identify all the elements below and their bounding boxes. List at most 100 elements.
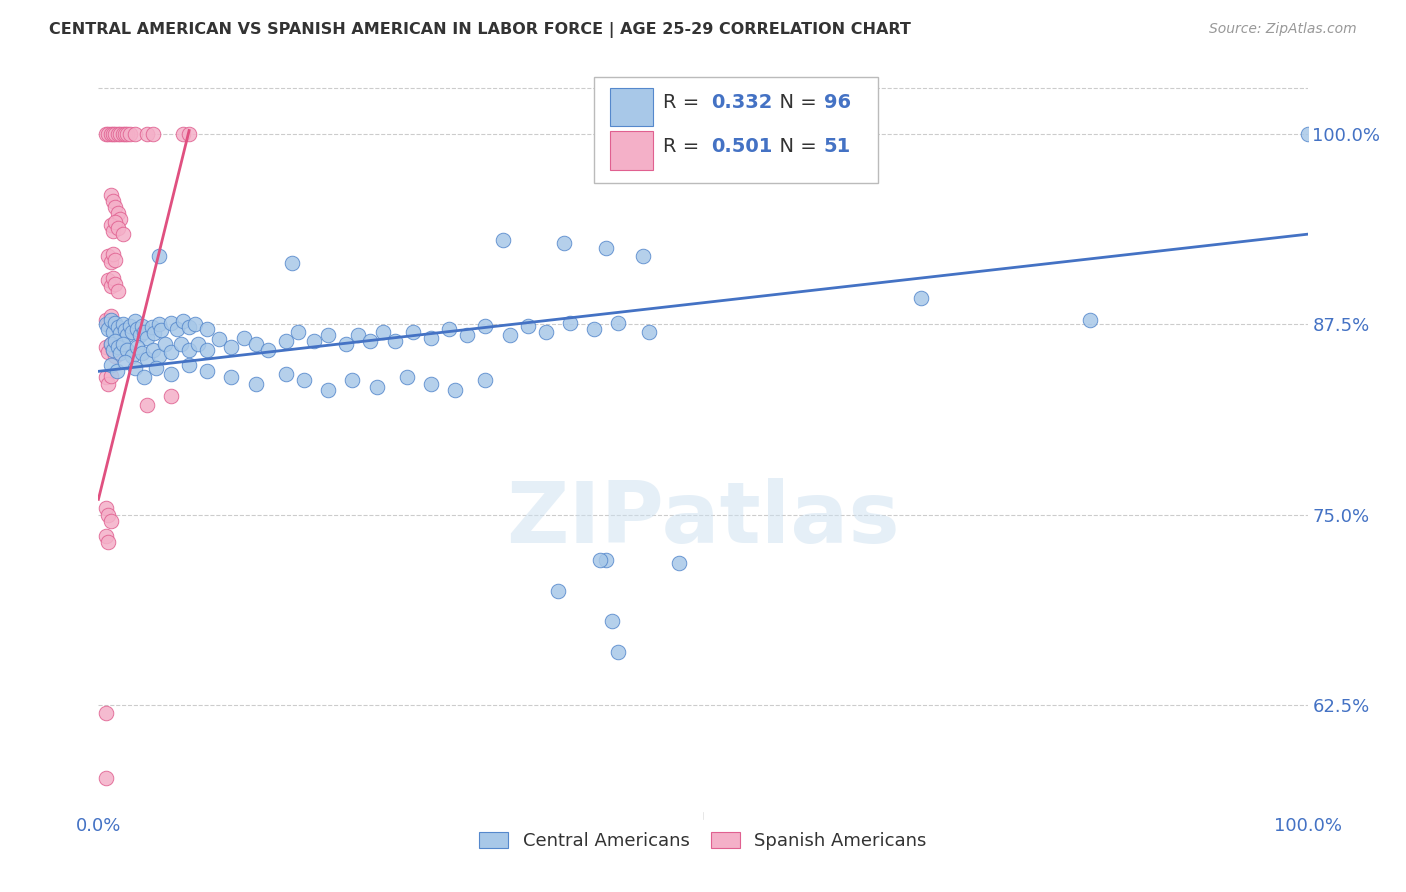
Point [172, 127, 194, 141]
Point [97, 248, 120, 262]
Point [595, 241, 617, 255]
Point [169, 337, 191, 351]
Point [97, 127, 120, 141]
Point [179, 127, 201, 141]
Point [316, 327, 339, 342]
Point [114, 127, 136, 141]
Point [100, 310, 122, 324]
Text: N =: N = [768, 94, 823, 112]
Point [179, 358, 201, 372]
Point [148, 317, 170, 331]
Point [104, 127, 127, 141]
Point [360, 334, 382, 348]
Point [101, 194, 124, 208]
Point [118, 318, 141, 333]
Point [347, 327, 370, 342]
Point [150, 323, 173, 337]
Point [107, 221, 129, 235]
Point [558, 316, 581, 330]
Point [124, 361, 146, 376]
Point [553, 236, 575, 251]
Point [384, 334, 406, 348]
Point [108, 820, 131, 834]
Point [135, 398, 157, 412]
Point [94, 340, 117, 354]
Text: Source: ZipAtlas.com: Source: ZipAtlas.com [1209, 22, 1357, 37]
Point [104, 334, 127, 348]
Point [474, 374, 496, 388]
Point [208, 332, 231, 346]
Point [100, 337, 122, 351]
Point [107, 321, 129, 335]
Point [97, 344, 120, 359]
Point [221, 340, 243, 354]
Point [444, 383, 467, 397]
Point [101, 343, 124, 357]
Point [281, 256, 304, 270]
Point [366, 379, 388, 393]
Point [135, 331, 157, 345]
Point [94, 771, 117, 785]
Point [232, 331, 254, 345]
Point [100, 279, 122, 293]
Point [107, 206, 129, 220]
Point [184, 317, 207, 331]
Point [107, 320, 129, 334]
Point [135, 352, 157, 367]
Point [245, 337, 267, 351]
Point [371, 325, 394, 339]
Point [97, 321, 120, 335]
Point [101, 247, 124, 261]
Point [143, 326, 166, 341]
Point [274, 368, 297, 382]
Point [516, 318, 538, 333]
Point [114, 355, 136, 369]
Point [474, 318, 496, 333]
Point [148, 349, 170, 363]
Point [107, 127, 129, 141]
Point [492, 233, 515, 247]
Point [100, 368, 122, 383]
Point [583, 321, 606, 335]
Point [111, 317, 134, 331]
Text: ZIPatlas: ZIPatlas [506, 477, 900, 561]
Point [97, 508, 120, 522]
Point [302, 334, 325, 348]
Point [121, 349, 143, 363]
Text: CENTRAL AMERICAN VS SPANISH AMERICAN IN LABOR FORCE | AGE 25-29 CORRELATION CHAR: CENTRAL AMERICAN VS SPANISH AMERICAN IN … [49, 22, 911, 38]
Point [145, 361, 167, 376]
Text: 0.501: 0.501 [711, 137, 773, 156]
Point [221, 370, 243, 384]
Point [292, 374, 315, 388]
Point [335, 337, 357, 351]
Point [101, 224, 124, 238]
FancyBboxPatch shape [610, 131, 654, 169]
Point [97, 376, 120, 391]
Point [589, 553, 612, 567]
Point [97, 273, 120, 287]
Point [179, 320, 201, 334]
Point [134, 370, 156, 384]
Point [287, 325, 309, 339]
Point [131, 318, 153, 333]
Point [107, 340, 129, 354]
Text: 96: 96 [824, 94, 851, 112]
Point [148, 248, 170, 262]
Point [131, 346, 153, 360]
Point [127, 321, 149, 335]
Point [160, 368, 183, 382]
Point [631, 248, 654, 262]
Point [342, 374, 364, 388]
Point [100, 218, 122, 232]
Point [104, 215, 127, 229]
Point [114, 323, 136, 337]
Point [595, 553, 617, 567]
Text: R =: R = [664, 94, 706, 112]
Point [547, 583, 569, 598]
Point [142, 127, 165, 141]
Point [607, 645, 630, 659]
Point [100, 187, 122, 202]
Point [104, 316, 127, 330]
Point [420, 376, 443, 391]
Point [420, 331, 443, 345]
